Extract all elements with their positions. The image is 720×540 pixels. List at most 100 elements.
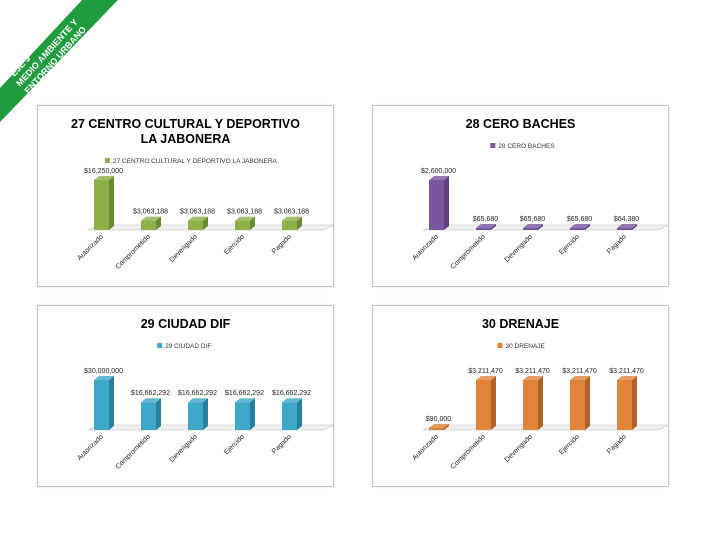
bar-comprometido — [141, 398, 161, 430]
bar-top — [570, 376, 590, 380]
bar-front — [141, 220, 156, 230]
bar-autorizado — [94, 176, 114, 230]
bar-devengado — [523, 376, 543, 430]
bar-side — [585, 224, 590, 230]
bar-comprometido — [476, 224, 496, 230]
bar-front — [617, 380, 632, 430]
tick-label: Ejercido — [223, 433, 246, 456]
bar-pagado — [282, 216, 302, 230]
bar-comprometido — [141, 216, 161, 230]
bar-side — [585, 376, 590, 430]
data-label: $90,000 — [426, 416, 451, 423]
bar-front — [429, 428, 444, 430]
chart-legend: 30 DRENAJE — [497, 343, 546, 350]
bar-side — [632, 376, 637, 430]
tick-label: Comprometido — [114, 233, 151, 270]
chart-title-line: LA JABONERA — [141, 132, 231, 146]
bar-pagado — [617, 376, 637, 430]
chart-title-line: 27 CENTRO CULTURAL Y DEPORTIVO — [71, 117, 300, 131]
bar-ejercido — [235, 216, 255, 230]
bar-top — [188, 216, 208, 221]
bar-ejercido — [570, 376, 590, 430]
chart-legend: 27 CENTRO CULTURAL Y DEPORTIVO LA JABONE… — [104, 158, 278, 165]
tick-label: Comprometido — [114, 433, 151, 470]
legend-swatch — [497, 343, 503, 348]
bar-top — [476, 224, 496, 228]
bar-top — [141, 216, 161, 221]
bar-side — [538, 224, 543, 230]
data-label: $3,063,188 — [180, 209, 215, 216]
bar-side — [109, 376, 114, 430]
bar-top — [282, 398, 302, 403]
chart-title-line: 28 CERO BACHES — [466, 117, 576, 131]
bar-side — [444, 424, 449, 430]
data-label: $3,211,470 — [468, 368, 503, 375]
bar-front — [188, 220, 203, 230]
bar-side — [250, 216, 255, 230]
bar-front — [476, 228, 491, 230]
chart-cero-baches: 28 CERO BACHES 28 CERO BACHES $2,600,000 Au… — [411, 117, 668, 271]
tick-label: Pagado — [271, 233, 293, 255]
tick-label: Devengado — [504, 233, 534, 263]
bar-top — [570, 224, 590, 228]
data-label: $16,662,292 — [272, 390, 311, 397]
bar-comprometido — [476, 376, 496, 430]
tick-label: Ejercido — [558, 433, 581, 456]
ribbon-text: EJE 3 MEDIO AMBIENTE Y ENTORNO URBANO — [8, 17, 88, 96]
chart-panel-drenaje: 30 DRENAJE 30 DRENAJE $90,000 Autorizado $3,… — [372, 305, 669, 487]
bar-devengado — [188, 398, 208, 430]
bar-side — [491, 376, 496, 430]
bar-front — [282, 220, 297, 230]
bar-side — [203, 216, 208, 230]
data-label: $65,680 — [520, 216, 545, 223]
data-label: $65,680 — [473, 216, 498, 223]
legend-swatch — [157, 343, 163, 348]
bar-side — [538, 376, 543, 430]
bar-top — [94, 176, 114, 180]
chart-panel-ciudad-dif: 29 CIUDAD DIF 29 CIUDAD DIF $30,000,000 Aut… — [37, 305, 334, 487]
data-label: $3,211,470 — [609, 368, 644, 375]
bar-front — [141, 402, 156, 430]
bar-autorizado — [429, 424, 449, 430]
chart-panel-cero-baches: 28 CERO BACHES 28 CERO BACHES $2,600,000 Au… — [372, 105, 669, 287]
bar-top — [429, 424, 449, 428]
bar-top — [476, 376, 496, 380]
bar-front — [94, 180, 109, 230]
data-label: $30,000,000 — [84, 368, 123, 375]
data-label: $3,063,188 — [274, 209, 309, 216]
bar-side — [297, 398, 302, 430]
data-label: $16,250,000 — [84, 168, 123, 175]
tick-label: Autorizado — [411, 233, 440, 262]
tick-label: Pagado — [271, 433, 293, 455]
tick-label: Ejercido — [558, 233, 581, 256]
tick-label: Devengado — [504, 433, 534, 463]
bar-top — [188, 398, 208, 403]
tick-label: Devengado — [169, 233, 199, 263]
bar-side — [444, 176, 449, 230]
legend-swatch — [490, 143, 496, 148]
bar-front — [570, 380, 585, 430]
chart-legend: 28 CERO BACHES — [490, 143, 555, 150]
bar-top — [617, 376, 637, 380]
data-label: $3,063,188 — [227, 209, 262, 216]
bar-side — [109, 176, 114, 230]
bar-pagado — [617, 224, 637, 230]
tick-label: Devengado — [169, 433, 199, 463]
bar-side — [156, 398, 161, 430]
tick-label: Comprometido — [449, 433, 486, 470]
bar-top — [235, 216, 255, 221]
data-label: $64,380 — [614, 216, 639, 223]
legend-label: 28 CERO BACHES — [498, 143, 555, 150]
bar-top — [429, 176, 449, 180]
bar-front — [235, 220, 250, 230]
data-label: $16,662,292 — [131, 390, 170, 397]
data-label: $3,063,188 — [133, 209, 168, 216]
chart-ciudad-dif: 29 CIUDAD DIF 29 CIUDAD DIF $30,000,000 Aut… — [76, 317, 333, 471]
legend-label: 27 CENTRO CULTURAL Y DEPORTIVO LA JABONE… — [113, 158, 278, 165]
bar-devengado — [523, 224, 543, 230]
data-label: $2,600,000 — [421, 168, 456, 175]
data-label: $16,662,292 — [225, 390, 264, 397]
bar-front — [570, 228, 585, 230]
bar-front — [94, 380, 109, 430]
bar-front — [617, 228, 632, 230]
